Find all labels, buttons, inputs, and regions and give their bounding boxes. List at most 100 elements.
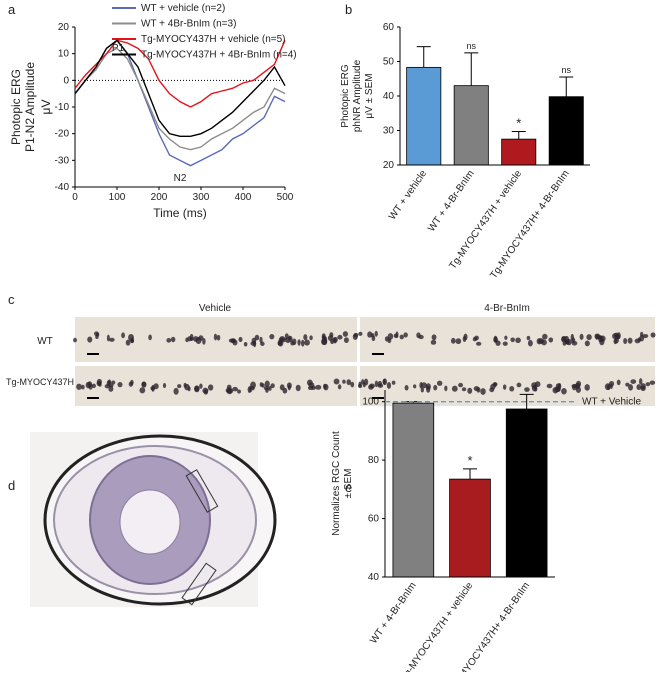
cell <box>139 387 146 394</box>
cell <box>264 380 270 388</box>
bar <box>392 402 435 578</box>
bar <box>453 85 489 166</box>
cell <box>527 339 533 347</box>
roi-box <box>185 469 219 513</box>
cell <box>444 385 448 392</box>
cell <box>546 383 553 389</box>
annotation: P1 <box>112 43 125 54</box>
cell <box>282 387 288 394</box>
cell <box>387 333 394 340</box>
cell <box>515 337 521 344</box>
x-tick-label: 200 <box>151 192 168 203</box>
cell <box>645 382 651 387</box>
cell <box>542 333 548 340</box>
cell <box>268 385 272 391</box>
cell <box>403 332 408 338</box>
cell <box>226 387 233 395</box>
cell <box>480 388 486 395</box>
cell <box>630 379 637 384</box>
row-label: WT <box>37 336 53 347</box>
cell <box>216 334 221 341</box>
x-axis-title: Time (ms) <box>153 206 207 220</box>
cell <box>436 380 443 386</box>
y-tick-label: 60 <box>368 514 380 525</box>
cell <box>237 389 241 394</box>
cell <box>232 339 238 346</box>
cell <box>472 337 477 342</box>
bar <box>501 138 537 166</box>
y-tick-label: 20 <box>383 160 395 171</box>
cell <box>315 384 322 390</box>
roi-box <box>181 562 217 606</box>
cell <box>462 336 467 342</box>
cell <box>636 384 642 391</box>
cell <box>391 380 396 385</box>
cell <box>458 382 464 388</box>
y-tick-label: 20 <box>58 22 70 33</box>
cell <box>639 378 643 385</box>
cell <box>162 383 167 389</box>
cell <box>259 336 263 344</box>
cell <box>541 339 547 346</box>
cell <box>571 337 576 344</box>
legend-label: Tg-MYOCY437H + 4Br-BnIm (n=4) <box>141 50 297 61</box>
y-tick-label: 40 <box>368 572 380 583</box>
annotation: N2 <box>174 173 187 184</box>
cell <box>450 337 456 344</box>
cell <box>473 386 480 392</box>
y-tick-label: -40 <box>55 182 70 193</box>
cell <box>416 332 421 339</box>
cell <box>287 384 291 391</box>
cell <box>584 384 590 391</box>
cell <box>642 333 649 339</box>
cell <box>575 386 581 394</box>
significance: ns <box>561 65 571 75</box>
series-line <box>74 39 286 108</box>
panel-label: d <box>8 478 15 493</box>
cell <box>151 384 155 392</box>
series-line <box>74 47 286 151</box>
cell <box>421 382 427 389</box>
y-axis-title: μV ± SEM <box>364 73 375 118</box>
cell <box>301 339 305 347</box>
cell <box>399 334 404 340</box>
cell <box>493 382 497 387</box>
eye-section <box>30 432 277 607</box>
cell <box>413 384 417 389</box>
x-tick-label: WT + 4-Br-BnIm <box>426 168 476 234</box>
cell <box>166 338 172 343</box>
cell <box>516 382 522 388</box>
cell <box>524 387 530 392</box>
cell <box>141 381 146 387</box>
cell <box>555 383 562 390</box>
bar <box>449 478 491 578</box>
legend-label: WT + 4Br-BnIm (n=3) <box>141 19 236 30</box>
cell <box>117 381 123 388</box>
y-axis-title: P1-N2 Amplitude <box>23 62 37 152</box>
cell <box>263 386 270 391</box>
lens-core <box>119 489 181 555</box>
legend-label: Tg-MYOCY437H + vehicle (n=5) <box>141 34 286 45</box>
cell <box>425 383 431 390</box>
cell <box>342 379 346 384</box>
cell <box>199 383 203 389</box>
series-line <box>74 39 286 138</box>
y-tick-label: -30 <box>55 155 70 166</box>
cell <box>420 387 424 393</box>
cell <box>342 331 349 337</box>
cell <box>526 335 531 341</box>
y-axis-title: Normalizes RGC Count <box>331 431 342 536</box>
cell <box>323 336 328 343</box>
cell <box>333 378 340 385</box>
y-tick-label: 0 <box>63 75 69 86</box>
cell <box>382 378 388 386</box>
cell <box>634 338 641 344</box>
panel-label: a <box>8 2 16 17</box>
cell <box>270 383 275 389</box>
cell <box>393 333 399 339</box>
y-axis-unit: μV <box>39 100 53 115</box>
cell <box>284 333 289 339</box>
cell <box>571 384 577 391</box>
cell <box>259 382 264 387</box>
